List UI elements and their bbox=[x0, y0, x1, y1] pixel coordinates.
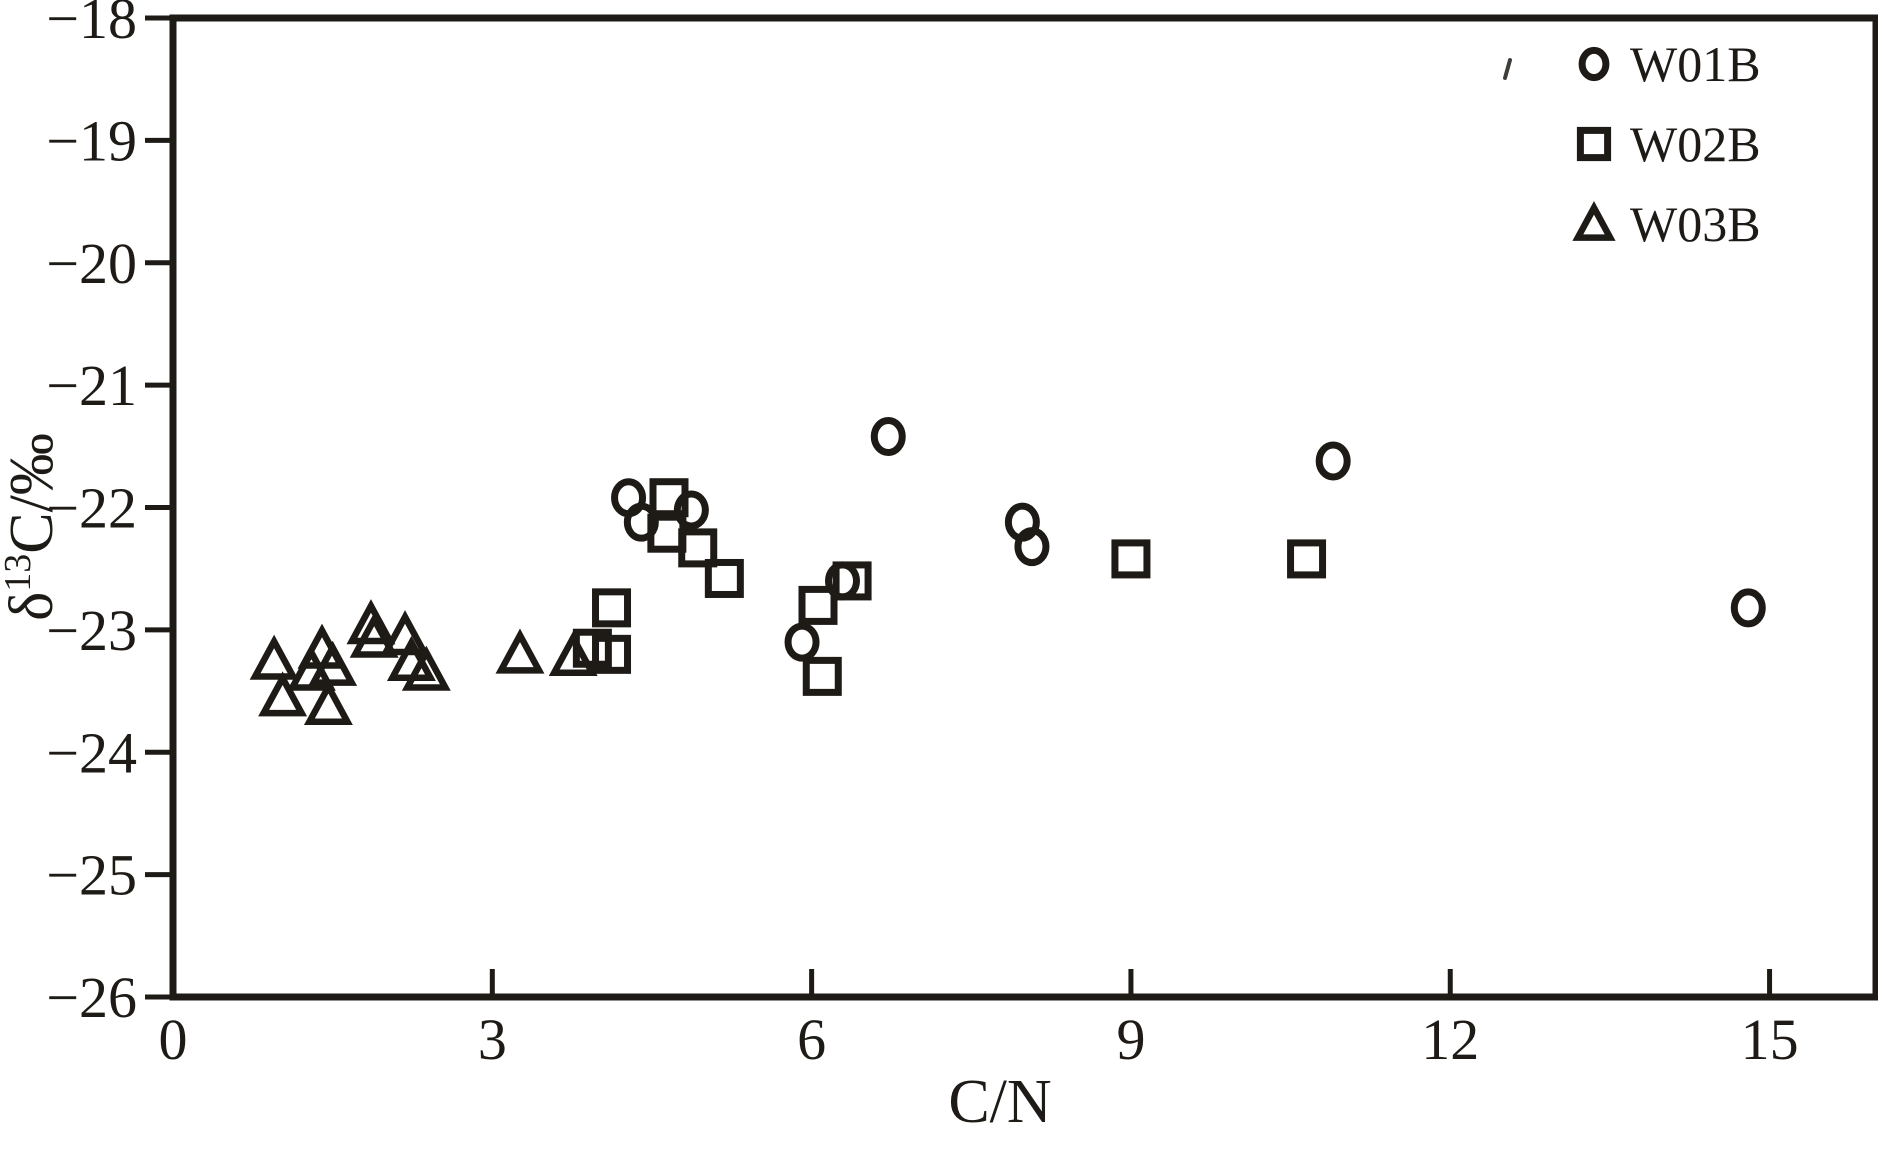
x-tick-label: 6 bbox=[797, 1007, 826, 1072]
square-marker bbox=[1287, 539, 1327, 579]
triangle-marker bbox=[401, 645, 451, 691]
triangle-marker bbox=[308, 640, 358, 686]
square-marker bbox=[798, 585, 838, 625]
series-W01B bbox=[611, 417, 1766, 662]
triangle-marker bbox=[1572, 201, 1616, 241]
legend-item-W01B: W01B bbox=[1578, 36, 1761, 92]
triangle-marker bbox=[349, 612, 399, 658]
y-axis-tick-labels: −18 −19 −20 −21 −22 −23 −24 −25 −26 bbox=[46, 0, 137, 1030]
triangle-marker bbox=[548, 630, 598, 677]
x-axis-ticks bbox=[170, 969, 1773, 997]
triangle-marker bbox=[495, 628, 545, 674]
x-axis-label: C/N bbox=[948, 1068, 1051, 1136]
y-axis-ticks bbox=[145, 15, 173, 1000]
circle-marker bbox=[870, 417, 906, 457]
square-marker bbox=[592, 634, 632, 674]
circle-marker bbox=[1014, 527, 1050, 567]
circle-marker bbox=[623, 502, 659, 542]
x-tick-label: 12 bbox=[1421, 1007, 1479, 1072]
y-tick-label: −21 bbox=[46, 353, 137, 418]
x-tick-label: 0 bbox=[159, 1007, 188, 1072]
y-tick-label: −25 bbox=[46, 843, 137, 908]
series-W03B bbox=[249, 599, 598, 725]
triangle-marker bbox=[249, 634, 299, 680]
circle-marker bbox=[1730, 588, 1766, 628]
triangle-marker bbox=[346, 599, 396, 645]
data-points bbox=[249, 417, 1766, 725]
square-marker bbox=[678, 528, 718, 568]
x-tick-label: 3 bbox=[478, 1007, 507, 1072]
legend-label: W02B bbox=[1630, 116, 1761, 172]
y-tick-label: −24 bbox=[46, 720, 137, 785]
legend-label: W01B bbox=[1630, 36, 1761, 92]
y-tick-label: −23 bbox=[46, 598, 137, 663]
y-axis-label: δ13C/‰ bbox=[0, 433, 66, 621]
triangle-marker bbox=[303, 679, 353, 725]
legend: W01B W02B W03B bbox=[1572, 36, 1761, 252]
circle-marker bbox=[1578, 46, 1610, 82]
triangle-marker bbox=[258, 671, 308, 717]
series-W02B bbox=[572, 478, 1327, 696]
stray-mark bbox=[1503, 58, 1512, 80]
y-tick-label: −26 bbox=[46, 965, 137, 1030]
triangle-marker bbox=[380, 610, 430, 656]
y-tick-label: −20 bbox=[46, 231, 137, 296]
legend-item-W03B: W03B bbox=[1572, 196, 1761, 252]
y-tick-label: −22 bbox=[46, 476, 137, 541]
circle-marker bbox=[673, 490, 709, 530]
legend-item-W02B: W02B bbox=[1576, 116, 1761, 172]
legend-label: W03B bbox=[1630, 196, 1761, 252]
x-tick-label: 9 bbox=[1116, 1007, 1145, 1072]
circle-marker bbox=[1315, 441, 1351, 481]
y-tick-label: −19 bbox=[46, 108, 137, 173]
square-marker bbox=[1576, 126, 1612, 162]
circle-marker bbox=[784, 622, 820, 662]
x-axis-tick-labels: 0 3 6 9 12 15 bbox=[159, 1007, 1799, 1072]
square-marker bbox=[832, 561, 872, 601]
square-marker bbox=[1111, 539, 1151, 579]
y-tick-label: −18 bbox=[46, 0, 137, 51]
square-marker bbox=[802, 656, 842, 696]
square-marker bbox=[704, 558, 744, 598]
square-marker bbox=[592, 588, 632, 628]
x-tick-label: 15 bbox=[1741, 1007, 1799, 1072]
